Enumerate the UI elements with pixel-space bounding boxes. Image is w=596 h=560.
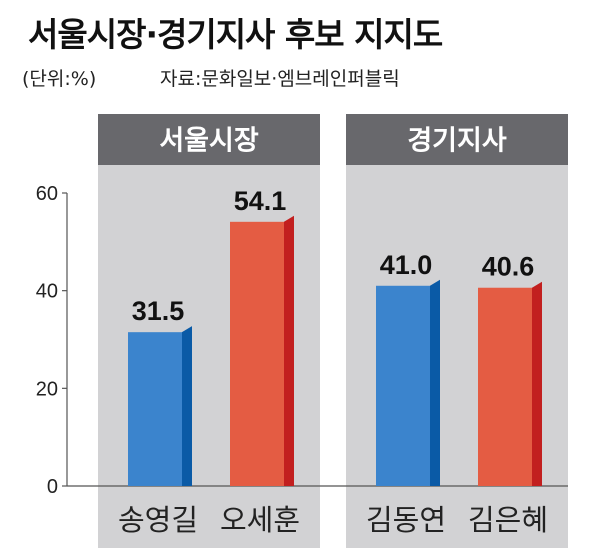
- category-label: 김동연: [366, 503, 446, 537]
- bar-value-label: 40.6: [482, 252, 535, 282]
- bar-value-label: 54.1: [234, 186, 287, 216]
- category-label: 김은혜: [468, 503, 548, 537]
- category-label: 오세훈: [220, 503, 300, 537]
- group-header-label: 경기지사: [407, 126, 507, 157]
- y-tick-label: 40: [36, 281, 58, 303]
- group-header-label: 서울시장: [159, 126, 259, 157]
- source-label: 자료:문화일보·엠브레인퍼블릭: [160, 68, 400, 90]
- bar: [376, 285, 430, 486]
- y-tick-label: 0: [47, 476, 58, 498]
- bar-side: [284, 215, 294, 487]
- bar-value-label: 31.5: [132, 296, 185, 326]
- bar-side: [182, 326, 192, 486]
- group-header: [346, 114, 568, 165]
- bar: [128, 332, 182, 486]
- bar-value-label: 41.0: [380, 250, 433, 280]
- chart-title: 서울시장·경기지사 후보 지지도: [28, 15, 443, 54]
- y-tick-label: 60: [36, 183, 58, 205]
- bar: [478, 287, 532, 486]
- bar: [230, 221, 284, 487]
- unit-label: (단위:%): [22, 68, 97, 90]
- category-label: 송영길: [118, 503, 198, 537]
- bar-side: [532, 281, 542, 486]
- bar-side: [430, 279, 440, 486]
- group-header: [98, 114, 320, 165]
- y-tick-label: 20: [36, 378, 58, 400]
